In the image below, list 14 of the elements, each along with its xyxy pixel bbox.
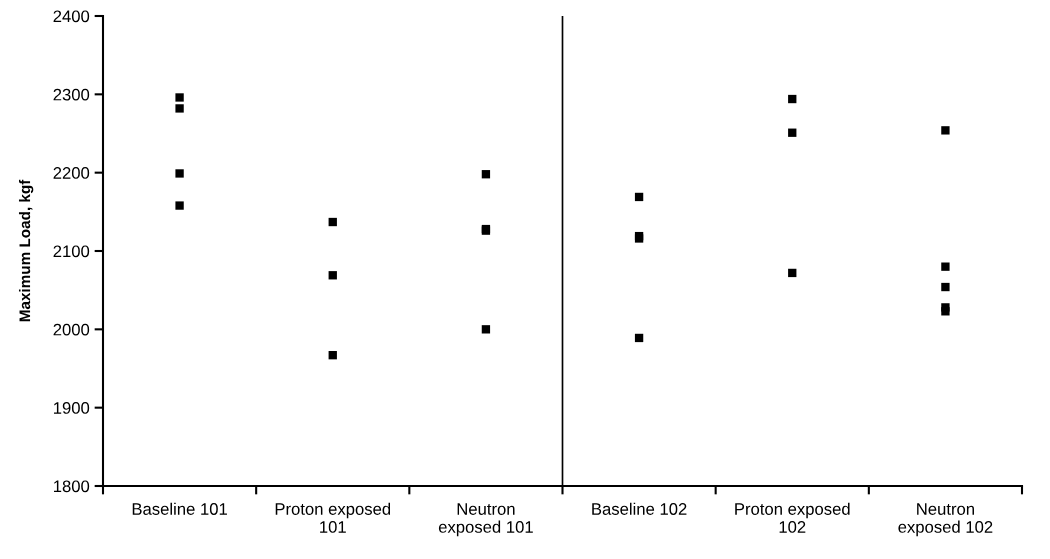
- y-tick-label: 2300: [53, 88, 90, 101]
- x-tick-label: Baseline 102: [592, 502, 687, 515]
- y-tick-label: 1900: [54, 402, 90, 414]
- y-tick-label: 2100: [53, 245, 90, 258]
- x-tick-label: Proton exposed 101: [275, 502, 391, 533]
- x-tick-label: Baseline 101: [132, 502, 227, 515]
- y-axis-title: Maximum Load, kgf: [18, 179, 34, 322]
- y-tick-label: 2200: [53, 167, 90, 179]
- y-tick-label: 1800: [54, 480, 90, 493]
- y-tick-label: 2000: [53, 323, 90, 336]
- x-tick-label: Proton exposed 102: [735, 502, 850, 533]
- x-tick-label: Neutron exposed 101: [438, 503, 533, 537]
- x-tick-label: Neutron exposed 102: [898, 503, 993, 537]
- y-tick-label: 2400: [53, 10, 90, 23]
